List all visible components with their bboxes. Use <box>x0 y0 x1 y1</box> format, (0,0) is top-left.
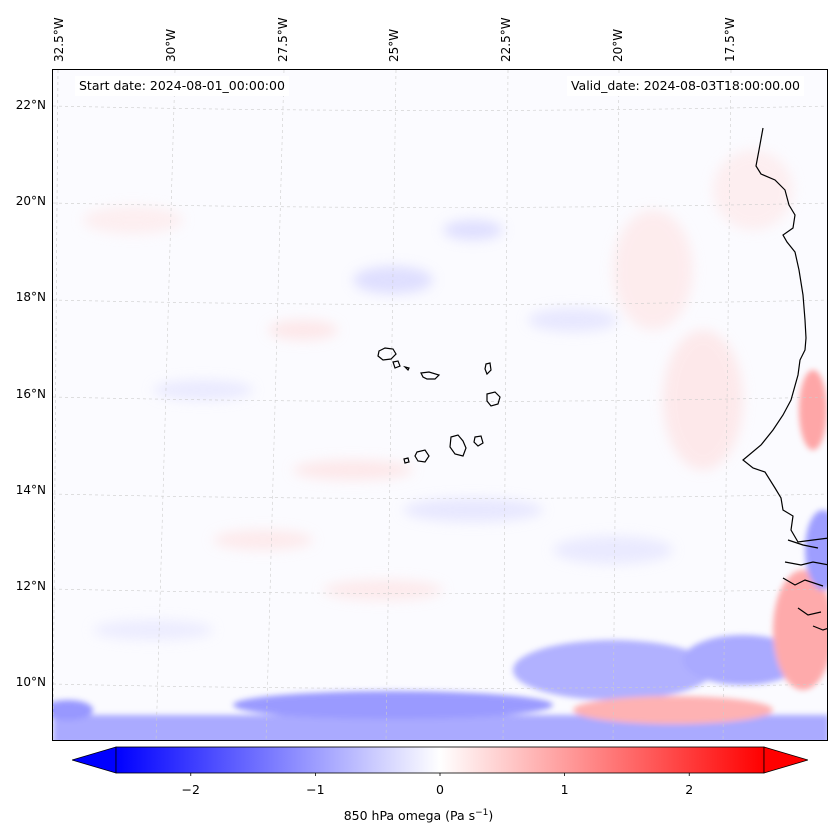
longitude-label-17-5w: 17.5°W <box>723 17 737 62</box>
cape-verde-islands <box>377 347 501 464</box>
island-brava <box>403 457 410 464</box>
colorbar-extend-max <box>763 746 808 774</box>
map-frame <box>52 69 828 741</box>
island-sao-nicolau <box>420 371 441 380</box>
latitude-label-16n: 16°N <box>15 387 46 401</box>
island-santiago <box>449 434 467 457</box>
colorbar-label-exponent: −1 <box>475 808 489 818</box>
island-boa-vista <box>486 391 501 407</box>
island-santa-luzia <box>403 365 410 372</box>
coastlines <box>742 127 827 631</box>
colorbar-tick-0: 0 <box>436 782 444 797</box>
island-fogo <box>414 449 430 463</box>
colorbar-tick-neg1: −1 <box>306 782 325 797</box>
latitude-label-12n: 12°N <box>15 579 46 593</box>
colorbar-body <box>115 746 765 774</box>
colorbar-tick-neg2: −2 <box>181 782 200 797</box>
colorbar-tick-1: 1 <box>560 782 569 797</box>
colorbar <box>72 746 808 776</box>
longitude-label-22-5w: 22.5°W <box>499 17 513 62</box>
map-canvas <box>53 70 827 740</box>
colorbar-label-close: ) <box>488 808 494 824</box>
longitude-label-20w: 20°W <box>611 28 625 62</box>
latitude-label-18n: 18°N <box>15 290 46 304</box>
longitude-label-27-5w: 27.5°W <box>276 17 290 62</box>
island-sal <box>484 362 492 376</box>
latitude-label-20n: 20°N <box>15 194 46 208</box>
colorbar-tick-2: 2 <box>685 782 694 797</box>
longitude-label-25w: 25°W <box>387 28 401 62</box>
start-date-label: Start date: 2024-08-01_00:00:00 <box>75 76 289 96</box>
longitude-label-32-5w: 32.5°W <box>52 17 66 62</box>
latitude-label-14n: 14°N <box>15 483 46 497</box>
colorbar-label: 850 hPa omega (Pa s−1) <box>0 808 837 823</box>
valid-date-label: Valid_date: 2024-08-03T18:00:00.00 <box>566 76 804 96</box>
latitude-label-10n: 10°N <box>15 675 46 689</box>
africa-coastline <box>742 127 827 543</box>
latitude-label-22n: 22°N <box>15 98 46 112</box>
island-sao-vicente <box>392 360 401 369</box>
colorbar-extend-min <box>72 746 117 774</box>
island-maio <box>473 435 484 447</box>
longitude-label-30w: 30°W <box>164 28 178 62</box>
island-santo-antao <box>377 347 397 361</box>
gridlines <box>53 70 827 740</box>
colorbar-label-text: 850 hPa omega (Pa s <box>343 808 476 824</box>
omega-field <box>53 150 827 740</box>
